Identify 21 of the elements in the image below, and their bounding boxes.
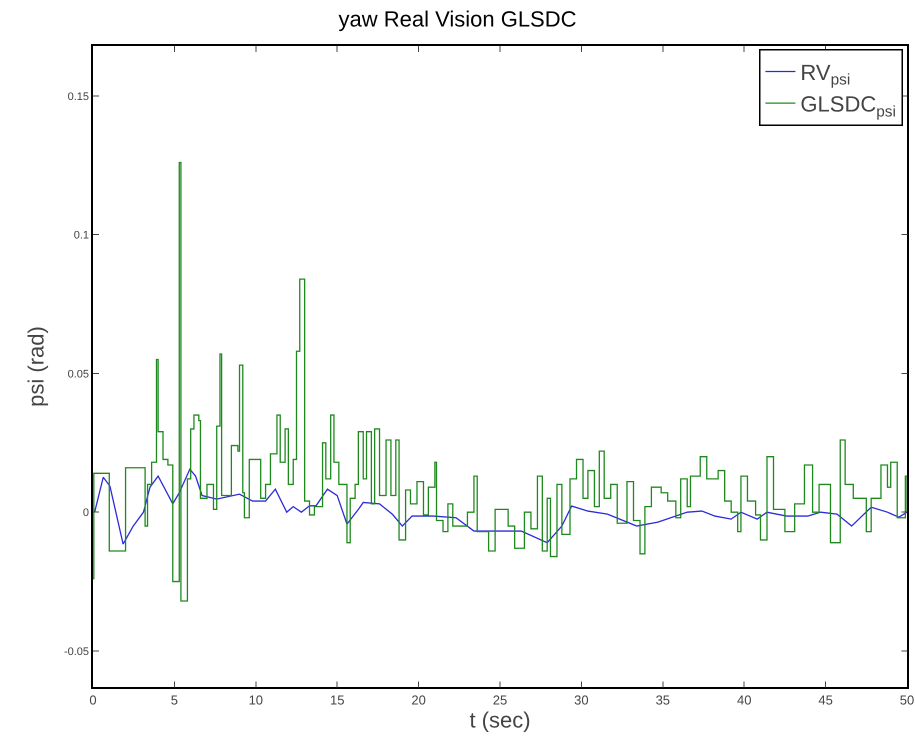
x-tick-label: 15 bbox=[330, 692, 344, 708]
line-series bbox=[94, 468, 907, 545]
x-tick-label: 10 bbox=[248, 692, 264, 708]
chart-title: yaw Real Vision GLSDC bbox=[338, 6, 577, 32]
y-tick-label: -0.05 bbox=[64, 646, 90, 658]
x-tick-label: 25 bbox=[492, 692, 508, 708]
y-tick-label: 0 bbox=[82, 507, 90, 520]
y-tick-label: 0.05 bbox=[68, 368, 90, 380]
x-tick-label: 50 bbox=[900, 692, 914, 708]
y-axis-title: psi (rad) bbox=[23, 326, 48, 407]
x-tick-label: 20 bbox=[411, 692, 426, 708]
y-tick-label: 0.15 bbox=[68, 90, 90, 103]
legend-label: RV$_{psi}$ bbox=[800, 60, 850, 89]
legend-label: GLSDC$_{psi}$ bbox=[800, 92, 896, 120]
x-tick-label: 5 bbox=[170, 692, 178, 708]
x-tick-label: 35 bbox=[656, 692, 670, 708]
x-tick-label: 45 bbox=[818, 692, 833, 708]
x-axis-title: t (sec) bbox=[469, 707, 531, 732]
x-tick-label: 40 bbox=[736, 692, 752, 708]
x-tick-label: 30 bbox=[574, 692, 589, 708]
y-tick-label: 0.1 bbox=[74, 230, 90, 242]
